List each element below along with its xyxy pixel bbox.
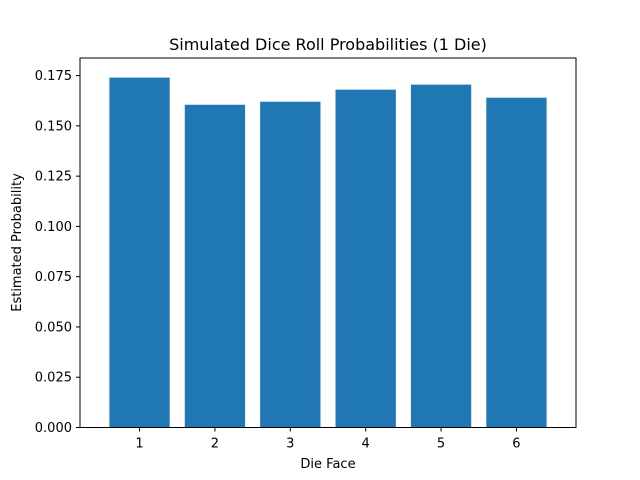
plot-frame xyxy=(79,57,577,428)
y-tick-label: 0.100 xyxy=(35,220,72,235)
y-tick-label: 0.025 xyxy=(35,371,72,386)
y-tick-label: 0.050 xyxy=(35,320,72,335)
bar-face-1 xyxy=(109,77,170,428)
y-tick-label: 0.075 xyxy=(35,270,72,285)
x-tick-label: 2 xyxy=(211,437,219,452)
bar-face-3 xyxy=(260,101,321,428)
y-axis-label: Estimated Probability xyxy=(10,173,25,312)
y-tick-label: 0.150 xyxy=(35,119,72,134)
x-tick-label: 1 xyxy=(135,437,143,452)
bar-face-5 xyxy=(410,84,472,428)
x-axis-ticks: 1 2 3 4 5 6 xyxy=(135,427,521,452)
y-tick-label: 0.000 xyxy=(35,421,72,436)
x-tick-label: 3 xyxy=(286,437,294,452)
y-axis-ticks: 0.000 0.025 0.050 0.075 0.100 0.125 0.150 0.175 xyxy=(35,69,80,436)
y-tick-label: 0.175 xyxy=(35,69,72,84)
bar-face-4 xyxy=(335,89,396,428)
x-axis-label: Die Face xyxy=(300,457,355,472)
x-tick-label: 6 xyxy=(512,437,520,452)
chart-title: Simulated Dice Roll Probabilities (1 Die… xyxy=(169,35,487,54)
bars-group xyxy=(109,77,547,428)
x-tick-label: 5 xyxy=(437,437,445,452)
bar-face-2 xyxy=(184,104,246,428)
bar-face-6 xyxy=(486,97,547,428)
y-tick-label: 0.125 xyxy=(35,170,72,185)
x-tick-label: 4 xyxy=(362,437,370,452)
